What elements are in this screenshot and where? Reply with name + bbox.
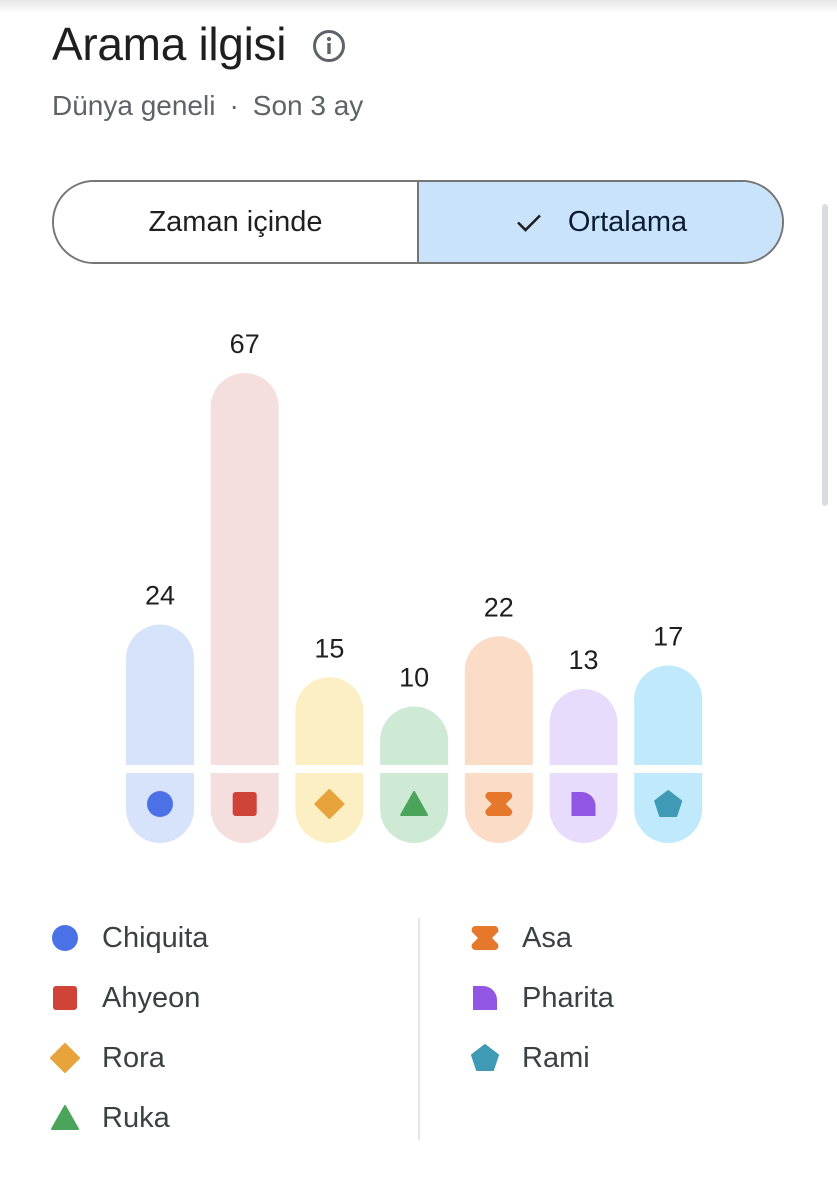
legend-label: Rora xyxy=(102,1041,165,1074)
bar-ahyeon[interactable]: 67 xyxy=(210,329,279,843)
bar-chart: 24 67 15 10 22 13 17 xyxy=(126,329,703,844)
subtitle: Dünya geneli · Son 3 ay xyxy=(52,86,363,126)
pentagon-icon xyxy=(471,1044,499,1071)
tab-over-time[interactable]: Zaman içinde xyxy=(54,182,419,262)
legend-label: Chiquita xyxy=(102,921,209,954)
bar-asa[interactable]: 22 xyxy=(464,592,533,843)
bar-separator xyxy=(295,765,364,773)
top-shadow xyxy=(0,0,837,14)
legend-label: Ahyeon xyxy=(102,981,201,1014)
value-label: 15 xyxy=(314,633,344,663)
legend-label: Rami xyxy=(522,1041,590,1074)
bar-separator xyxy=(210,765,279,773)
value-label: 24 xyxy=(145,581,175,611)
value-label: 22 xyxy=(484,592,514,622)
legend-item[interactable]: Rora xyxy=(50,1038,165,1078)
circle-icon xyxy=(52,925,78,951)
bowtie-icon xyxy=(485,791,513,817)
value-label: 17 xyxy=(653,622,683,652)
info-icon[interactable] xyxy=(312,29,346,63)
title-row: Arama ilgisi xyxy=(52,14,346,74)
bar xyxy=(295,677,364,843)
value-label: 67 xyxy=(230,329,260,359)
legend-item[interactable]: Asa xyxy=(470,918,572,958)
view-toggle: Zaman içinde Ortalama xyxy=(52,180,784,264)
diamond-icon xyxy=(50,1043,80,1073)
scrollbar[interactable] xyxy=(822,204,828,506)
bar xyxy=(126,624,194,843)
bar-separator xyxy=(549,765,618,773)
triangle-icon xyxy=(51,1105,79,1130)
bar-chiquita[interactable]: 24 xyxy=(126,581,194,843)
diamond-icon xyxy=(314,789,345,819)
legend-item[interactable]: Pharita xyxy=(470,978,614,1018)
triangle-icon xyxy=(400,791,429,816)
bowtie-icon xyxy=(471,925,499,951)
legend-item[interactable]: Chiquita xyxy=(50,918,208,958)
legend-label: Asa xyxy=(522,921,572,954)
pentagon-icon xyxy=(654,790,683,817)
quarter-circle-icon xyxy=(473,986,497,1010)
subtitle-separator: · xyxy=(229,90,239,121)
square-icon xyxy=(53,986,77,1010)
bar-separator xyxy=(634,765,703,773)
check-icon xyxy=(516,214,541,232)
bar xyxy=(634,665,703,843)
quarter-circle-icon xyxy=(571,792,596,816)
legend-item[interactable]: Ahyeon xyxy=(50,978,200,1018)
legend-label: Pharita xyxy=(522,981,614,1014)
circle-icon xyxy=(147,791,173,817)
legend-divider xyxy=(418,918,420,1140)
legend-item[interactable]: Ruka xyxy=(50,1098,170,1138)
value-label: 10 xyxy=(399,663,429,693)
bar xyxy=(210,373,279,843)
bar-ruka[interactable]: 10 xyxy=(380,663,449,844)
bar-separator xyxy=(464,765,533,773)
bar-separator xyxy=(126,765,194,773)
page-title: Arama ilgisi xyxy=(52,18,287,70)
bar-separator xyxy=(380,765,449,773)
tab-average-label: Ortalama xyxy=(567,205,688,238)
region-label[interactable]: Dünya geneli xyxy=(52,90,216,121)
bar xyxy=(380,706,449,843)
bar-pharita[interactable]: 13 xyxy=(549,645,618,843)
period-label[interactable]: Son 3 ay xyxy=(252,90,364,121)
tab-average[interactable]: Ortalama xyxy=(419,182,782,262)
bar xyxy=(464,636,533,843)
bar-rami[interactable]: 17 xyxy=(634,622,703,843)
legend-item[interactable]: Rami xyxy=(470,1038,590,1078)
tab-over-time-label: Zaman içinde xyxy=(148,205,323,238)
square-icon xyxy=(232,792,257,816)
legend-label: Ruka xyxy=(102,1101,170,1134)
bar-rora[interactable]: 15 xyxy=(295,633,364,843)
value-label: 13 xyxy=(568,645,598,675)
